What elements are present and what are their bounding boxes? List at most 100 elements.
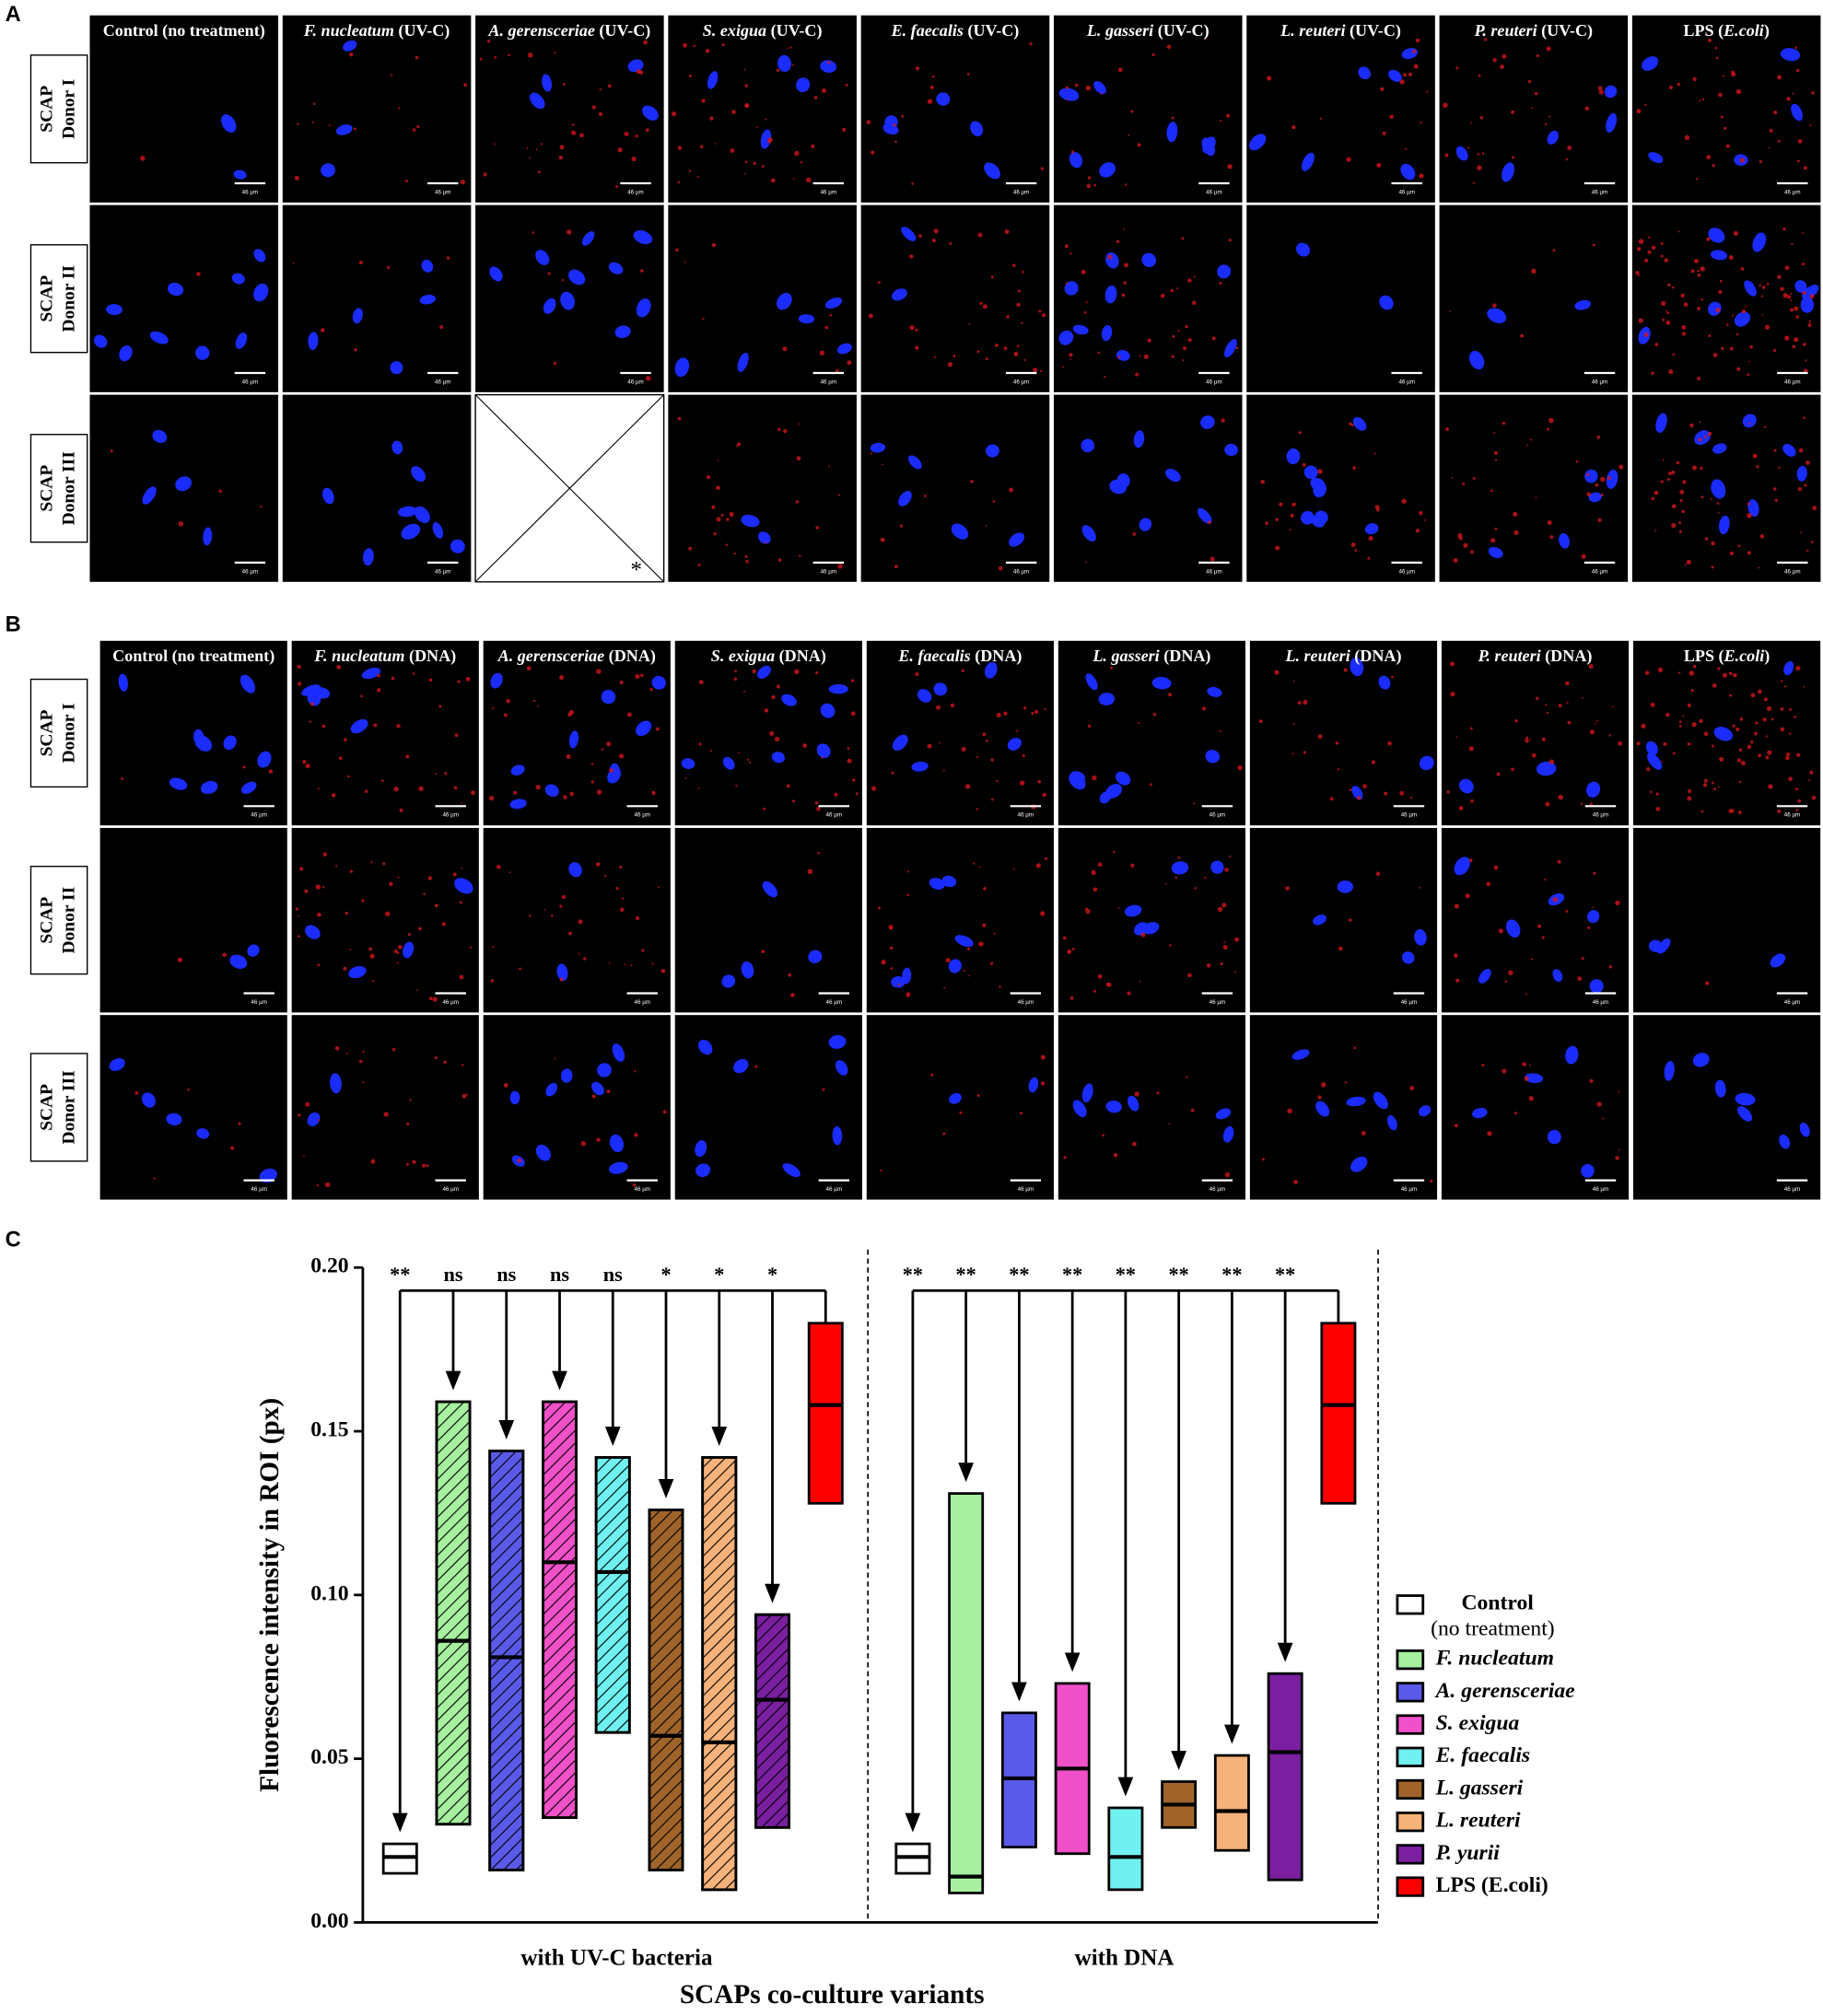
stain (696, 175, 699, 178)
column-header: LPS (E.coli) (1683, 21, 1769, 41)
stain (621, 897, 625, 900)
nucleus (166, 1113, 182, 1125)
stain (297, 122, 299, 126)
nucleus (954, 935, 974, 948)
stain (671, 111, 677, 117)
scale-bar-label: 46 µm (1209, 1186, 1226, 1193)
column-header: P. reuteri (DNA) (1478, 647, 1593, 666)
stain (1493, 865, 1499, 870)
arrow-head (1064, 1652, 1081, 1672)
stain (1127, 991, 1131, 996)
image-bg (475, 15, 664, 203)
nucleus (1655, 413, 1667, 433)
nucleus (1642, 56, 1659, 71)
nucleus (240, 674, 255, 693)
legend-swatch (1396, 1594, 1425, 1615)
stain (635, 134, 638, 138)
stain (570, 130, 577, 135)
stain (802, 743, 808, 748)
row-label-text: SCAP (38, 275, 57, 322)
stain (479, 57, 483, 61)
nucleus (1109, 479, 1128, 495)
stain (438, 705, 442, 708)
stain (1487, 1131, 1492, 1136)
stain (1399, 790, 1405, 796)
nucleus (1171, 861, 1189, 875)
stain (993, 932, 996, 935)
stain (651, 791, 656, 796)
stain (950, 703, 955, 708)
nucleus (567, 269, 586, 286)
stain (1691, 722, 1697, 728)
stain (1794, 715, 1797, 718)
stain (1481, 1063, 1485, 1066)
stain (1711, 744, 1714, 748)
stain (765, 542, 767, 544)
stain (1800, 531, 1803, 534)
column-header: F. nucleatum (UV-C) (303, 21, 450, 41)
stain (1265, 521, 1268, 526)
nucleus (1315, 1101, 1330, 1117)
stain (645, 375, 651, 381)
legend-swatch (1396, 1844, 1425, 1865)
stain (1149, 783, 1152, 787)
micrograph (89, 204, 279, 392)
y-tick-label: 0.20 (310, 1254, 348, 1278)
stain (377, 673, 380, 678)
nucleus (1069, 151, 1083, 169)
stain (1217, 906, 1223, 913)
nucleus (1734, 311, 1751, 327)
stain (947, 362, 953, 367)
nucleus (119, 345, 133, 362)
nucleus (1694, 430, 1711, 446)
stain (1384, 791, 1388, 796)
nucleus (891, 975, 906, 988)
stain (1735, 88, 1742, 95)
header-part: ) (1764, 647, 1770, 666)
stain (1678, 530, 1682, 533)
nucleus (1713, 727, 1734, 741)
scale-bar-label: 46 µm (442, 1186, 459, 1193)
stain (412, 128, 416, 132)
nucleus (203, 527, 213, 546)
stain (749, 761, 752, 763)
stain (1087, 724, 1092, 728)
nucleus (1559, 532, 1570, 549)
nucleus (509, 798, 527, 810)
nucleus (1800, 297, 1815, 313)
stain (1643, 332, 1649, 337)
stain (457, 680, 461, 683)
stain (1016, 344, 1020, 348)
stain (1525, 739, 1529, 743)
stain (794, 669, 800, 675)
stain (890, 967, 894, 970)
stain (313, 102, 316, 106)
stain (230, 1146, 235, 1150)
row-label: SCAP Donor I (38, 703, 79, 763)
stain (1641, 723, 1646, 728)
stain (1034, 709, 1039, 714)
row-label-text: SCAP (38, 1084, 57, 1131)
stain (1788, 776, 1793, 782)
stain (483, 172, 487, 177)
nucleus (1648, 939, 1663, 952)
stain (1671, 522, 1677, 529)
nucleus (450, 539, 465, 554)
stain (1303, 751, 1306, 754)
scale-bar-label: 46 µm (1209, 812, 1226, 819)
scale-bar-label: 46 µm (1206, 568, 1222, 575)
nucleus (1139, 518, 1152, 531)
stain (387, 265, 391, 270)
stain (777, 558, 782, 562)
nucleus (836, 343, 852, 355)
nucleus (1249, 134, 1267, 151)
stain (405, 754, 410, 759)
nucleus (1224, 339, 1237, 358)
stain (1721, 346, 1724, 351)
micrograph (483, 1015, 671, 1200)
scale-bar-label: 46 µm (1593, 812, 1608, 819)
stain (1267, 76, 1272, 81)
stain (1804, 484, 1807, 487)
header-part: (DNA) (604, 647, 656, 666)
stain (1151, 52, 1155, 57)
